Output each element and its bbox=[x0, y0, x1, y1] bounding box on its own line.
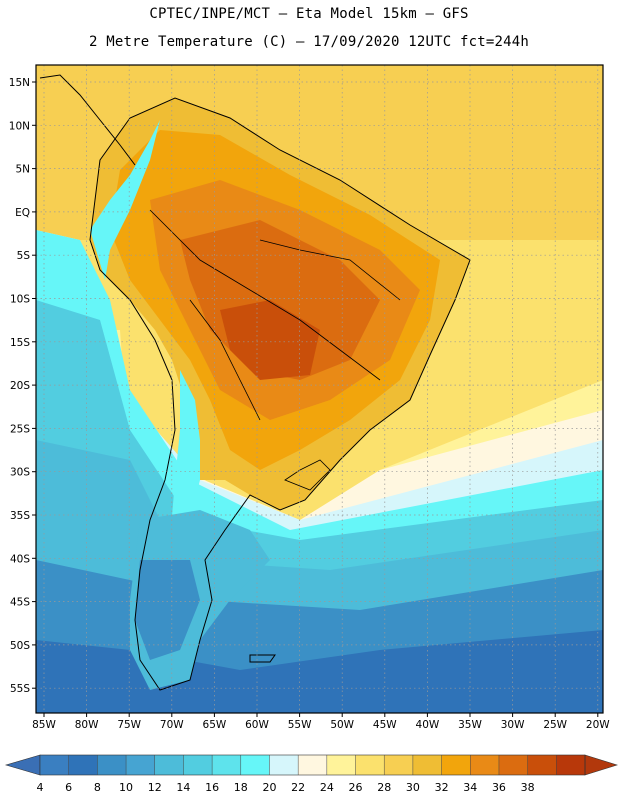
colorbar-label: 20 bbox=[262, 781, 276, 794]
colorbar-swatch bbox=[326, 755, 356, 775]
colorbar-swatch bbox=[470, 755, 500, 775]
colorbar-swatch bbox=[355, 755, 385, 775]
colorbar-swatch bbox=[441, 755, 471, 775]
lat-label: 20S bbox=[10, 380, 30, 392]
longitude-labels: 85W 80W 75W 70W 65W 60W 55W 50W 45W 40W 35W 30W 25W 2… bbox=[32, 713, 610, 731]
lat-label: 40S bbox=[10, 553, 30, 565]
lon-label: 40W bbox=[416, 719, 440, 731]
colorbar-swatch bbox=[68, 755, 98, 775]
temperature-field bbox=[36, 65, 603, 713]
lon-label: 70W bbox=[160, 719, 184, 731]
colorbar-label: 24 bbox=[320, 781, 334, 794]
lat-label: 10S bbox=[10, 294, 30, 306]
lat-label: 15S bbox=[10, 337, 30, 349]
lat-label: 25S bbox=[10, 423, 30, 435]
colorbar-label: 16 bbox=[205, 781, 219, 794]
colorbar-swatch bbox=[183, 755, 213, 775]
colorbar-swatch bbox=[412, 755, 442, 775]
colorbar-label: 38 bbox=[521, 781, 535, 794]
lon-label: 85W bbox=[32, 719, 56, 731]
lon-label: 75W bbox=[117, 719, 141, 731]
lat-label: 15N bbox=[9, 77, 30, 89]
colorbar-swatch bbox=[97, 755, 127, 775]
lon-label: 60W bbox=[245, 719, 269, 731]
colorbar-swatch bbox=[212, 755, 242, 775]
colorbar-label: 10 bbox=[119, 781, 133, 794]
lon-label: 25W bbox=[543, 719, 567, 731]
lat-label: 5S bbox=[17, 250, 31, 262]
lat-label: 5N bbox=[15, 164, 30, 176]
colorbar-swatch bbox=[298, 755, 328, 775]
colorbar-label: 22 bbox=[291, 781, 305, 794]
map-frame bbox=[35, 64, 604, 714]
map-title-line-1: CPTEC/INPE/MCT – Eta Model 15km – GFS bbox=[149, 6, 469, 22]
lat-label: 35S bbox=[10, 510, 30, 522]
colorbar-swatch bbox=[556, 755, 586, 775]
colorbar-label: 6 bbox=[65, 781, 72, 794]
colorbar-label: 36 bbox=[492, 781, 506, 794]
colorbar-swatch bbox=[40, 755, 70, 775]
colorbar-swatch bbox=[384, 755, 414, 775]
colorbar-label: 4 bbox=[37, 781, 44, 794]
lon-label: 45W bbox=[373, 719, 397, 731]
colorbar-label: 26 bbox=[349, 781, 363, 794]
colorbar-label: 30 bbox=[406, 781, 420, 794]
lon-label: 65W bbox=[203, 719, 227, 731]
lon-label: 20W bbox=[586, 719, 610, 731]
colorbar-swatch bbox=[126, 755, 156, 775]
colorbar-swatch bbox=[527, 755, 557, 775]
colorbar-arrow-high bbox=[584, 754, 618, 776]
colorbar-swatch bbox=[269, 755, 299, 775]
colorbar-arrow-low bbox=[4, 754, 41, 776]
colorbar-outline bbox=[39, 754, 586, 776]
lat-label: 45S bbox=[10, 597, 30, 609]
colorbar: 4 6 8 10 12 14 16 18 20 22 24 26 28 30 32 34 36 38 bbox=[4, 754, 618, 794]
colorbar-label: 14 bbox=[176, 781, 190, 794]
map-title-line-2: 2 Metre Temperature (C) – 17/09/2020 12U… bbox=[88, 34, 530, 50]
lat-label: 50S bbox=[10, 640, 30, 652]
lon-label: 80W bbox=[75, 719, 99, 731]
latitude-labels: 15N 10N 5N EQ 5S 10S 15S 20S 25S 30S 35S 40S 45S 50S 5… bbox=[9, 77, 36, 695]
colorbar-swatch bbox=[240, 755, 270, 775]
lon-label: 30W bbox=[501, 719, 525, 731]
colorbar-swatch bbox=[498, 755, 529, 775]
lon-label: 50W bbox=[330, 719, 354, 731]
colorbar-swatch bbox=[154, 755, 184, 775]
colorbar-label: 34 bbox=[463, 781, 477, 794]
colorbar-label: 28 bbox=[377, 781, 391, 794]
lat-label: EQ bbox=[15, 207, 30, 219]
lat-label: 55S bbox=[10, 683, 30, 695]
lat-label: 30S bbox=[10, 467, 30, 479]
colorbar-label: 12 bbox=[148, 781, 162, 794]
lon-label: 55W bbox=[288, 719, 312, 731]
colorbar-label: 8 bbox=[94, 781, 101, 794]
graticule bbox=[36, 65, 603, 713]
lon-label: 35W bbox=[458, 719, 482, 731]
colorbar-label: 18 bbox=[234, 781, 248, 794]
colorbar-label: 32 bbox=[435, 781, 449, 794]
lat-label: 10N bbox=[9, 120, 30, 132]
